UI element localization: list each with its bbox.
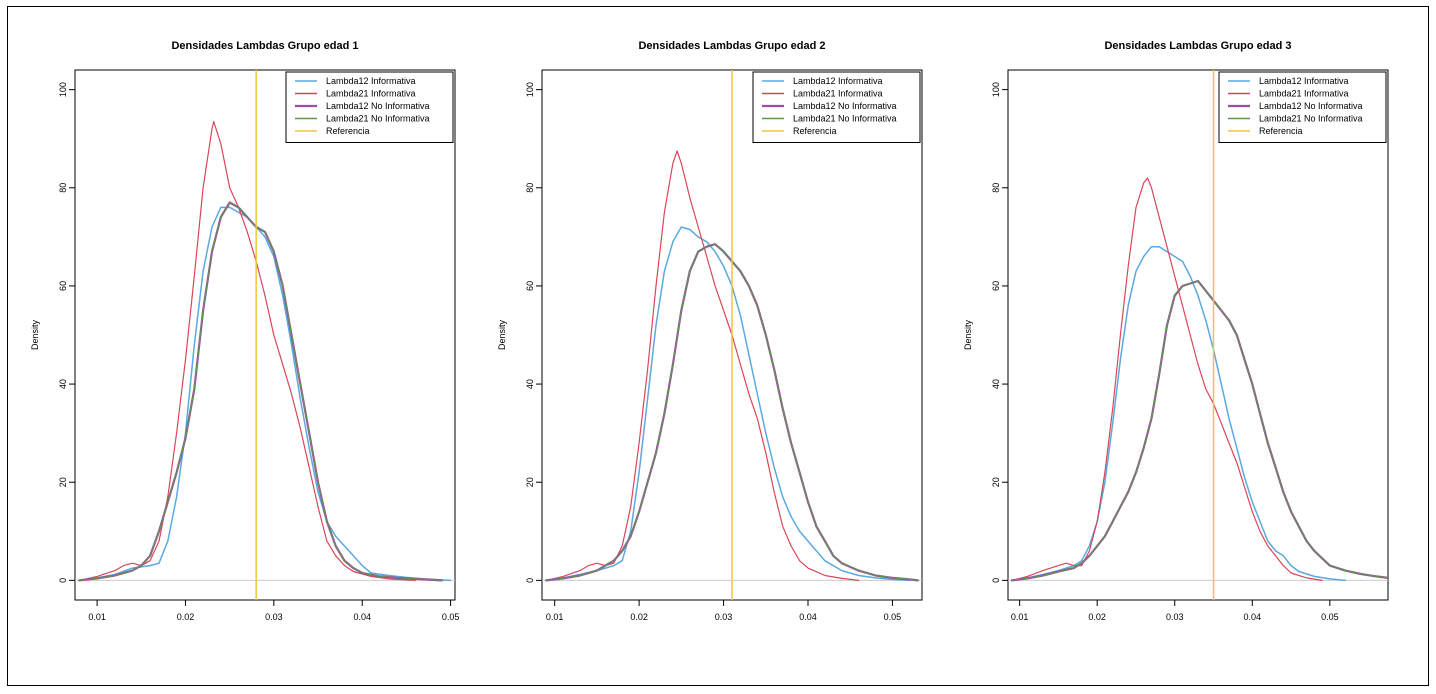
panel-3: Densidades Lambdas Grupo edad 3 0 20 40 60 80…	[963, 40, 1389, 622]
x-tick-label: 0.02	[177, 612, 195, 622]
x-tick-label: 0.02	[630, 612, 648, 622]
x-tick-label: 0.01	[88, 612, 106, 622]
series-line-2	[1011, 177, 1323, 582]
legend-label: Lambda21 Informativa	[1259, 89, 1349, 99]
x-tick-label: 0.01	[1011, 612, 1029, 622]
panel-2: Densidades Lambdas Grupo edad 2 0 20 40 60 80…	[497, 40, 923, 622]
plot-area	[74, 69, 456, 601]
y-tick-label: 20	[991, 477, 1001, 487]
y-tick-label: 0	[525, 578, 535, 583]
legend-label: Referencia	[1259, 126, 1303, 136]
panel-1: Densidades Lambdas Grupo edad 1 0 20 40 60 80…	[30, 40, 459, 622]
series-line-4	[78, 202, 443, 581]
y-tick-label: 0	[58, 578, 68, 583]
x-tick-label: 0.05	[442, 612, 460, 622]
x-tick-label: 0.01	[546, 612, 564, 622]
series-line-4	[1011, 280, 1388, 581]
curves	[1010, 70, 1388, 600]
legend-label: Lambda21 No Informativa	[326, 114, 430, 124]
plot-area	[1007, 69, 1389, 601]
y-tick-label: 60	[525, 281, 535, 291]
x-tick-label: 0.03	[265, 612, 283, 622]
x-tick-label: 0.03	[715, 612, 733, 622]
x-tick-label: 0.04	[1244, 612, 1262, 622]
series-line-1	[545, 226, 911, 582]
y-tick-label: 80	[525, 183, 535, 193]
series-line-3	[1010, 279, 1388, 582]
legend: Lambda12 Informativa Lambda21 Informativa…	[285, 71, 454, 143]
y-tick-label: 100	[58, 82, 68, 97]
y-axis-label: Density	[963, 319, 973, 350]
series-line-4	[545, 243, 919, 581]
panel-1-title: Densidades Lambdas Grupo edad 1	[171, 40, 358, 52]
x-tick-label: 0.04	[353, 612, 371, 622]
legend-label: Lambda12 Informativa	[1259, 76, 1349, 86]
figure-frame	[7, 6, 1429, 686]
legend-label: Lambda12 Informativa	[793, 76, 883, 86]
legend-label: Lambda21 Informativa	[326, 89, 416, 99]
x-tick-label: 0.05	[1321, 612, 1339, 622]
series-line-3	[78, 201, 443, 582]
legend-label: Lambda12 No Informativa	[793, 101, 897, 111]
series-line-1	[1011, 245, 1347, 582]
y-tick-label: 0	[991, 578, 1001, 583]
legend-label: Referencia	[326, 126, 370, 136]
series-line-2	[78, 120, 416, 582]
legend: Lambda12 Informativa Lambda21 Informativa…	[752, 71, 921, 143]
x-tick-label: 0.03	[1166, 612, 1184, 622]
legend-label: Lambda12 Informativa	[326, 76, 416, 86]
y-tick-label: 40	[525, 379, 535, 389]
legend-label: Lambda21 Informativa	[793, 89, 883, 99]
legend-label: Lambda12 No Informativa	[326, 101, 430, 111]
y-tick-label: 60	[991, 281, 1001, 291]
series-line-1	[78, 206, 452, 582]
panel-2-title: Densidades Lambdas Grupo edad 2	[638, 40, 825, 52]
y-tick-label: 40	[58, 379, 68, 389]
x-tick-label: 0.02	[1088, 612, 1106, 622]
legend-label: Lambda21 No Informativa	[793, 114, 897, 124]
panel-3-title: Densidades Lambdas Grupo edad 3	[1104, 40, 1291, 52]
y-axis-label: Density	[30, 319, 40, 350]
y-axis-label: Density	[497, 319, 507, 350]
y-tick-label: 80	[58, 183, 68, 193]
curves	[78, 70, 452, 600]
y-tick-label: 80	[991, 183, 1001, 193]
y-tick-label: 20	[58, 477, 68, 487]
y-tick-label: 20	[525, 477, 535, 487]
y-tick-label: 100	[991, 82, 1001, 97]
x-tick-label: 0.05	[884, 612, 902, 622]
x-tick-label: 0.04	[799, 612, 817, 622]
y-tick-label: 60	[58, 281, 68, 291]
y-tick-label: 40	[991, 379, 1001, 389]
curves	[545, 70, 919, 600]
legend: Lambda12 Informativa Lambda21 Informativa…	[1218, 71, 1387, 143]
legend-label: Lambda21 No Informativa	[1259, 114, 1363, 124]
y-tick-label: 100	[525, 82, 535, 97]
legend-label: Referencia	[793, 126, 837, 136]
legend-label: Lambda12 No Informativa	[1259, 101, 1363, 111]
